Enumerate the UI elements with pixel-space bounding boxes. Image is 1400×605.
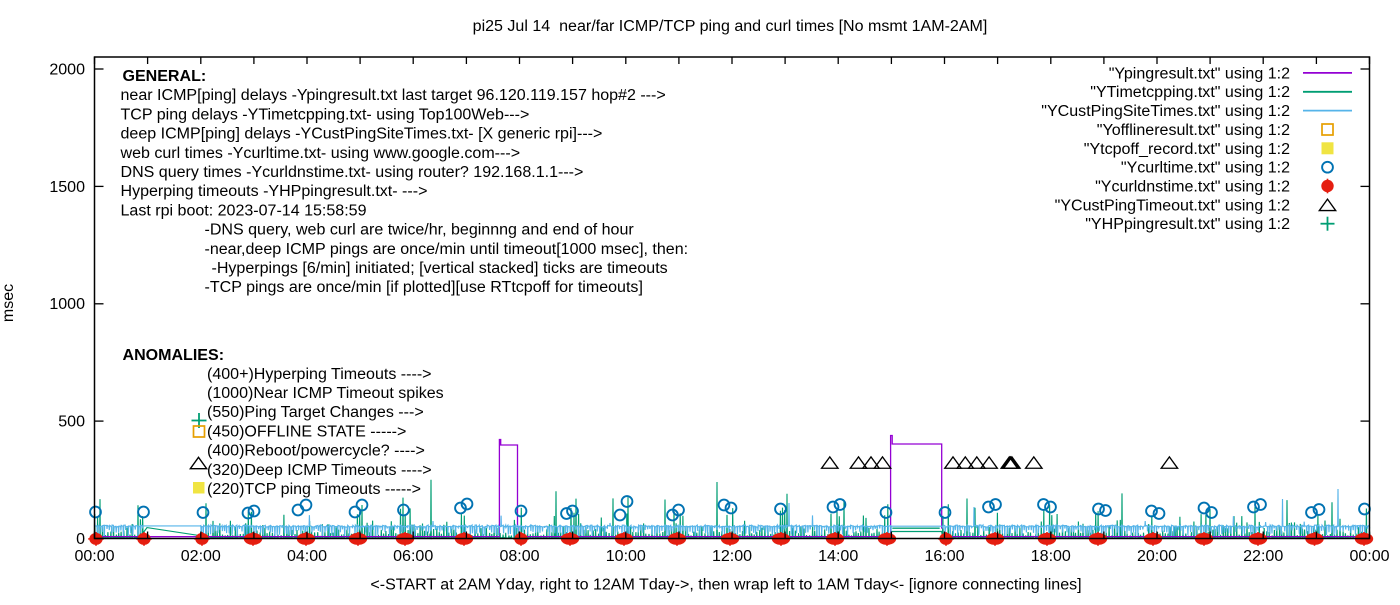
svg-text:msec: msec — [0, 284, 17, 322]
svg-text:10:00: 10:00 — [606, 547, 646, 565]
svg-text:-DNS query, web curl are twice: -DNS query, web curl are twice/hr, begin… — [205, 221, 635, 239]
svg-text:22:00: 22:00 — [1243, 547, 1283, 565]
svg-text:20:00: 20:00 — [1137, 547, 1177, 565]
svg-text:-near,deep ICMP pings are once: -near,deep ICMP pings are once/min until… — [205, 240, 689, 258]
svg-text:02:00: 02:00 — [181, 547, 221, 565]
svg-text:-Hyperpings [6/min] initiated;: -Hyperpings [6/min] initiated; [vertical… — [212, 259, 668, 277]
svg-text:04:00: 04:00 — [287, 547, 327, 565]
svg-text:"Ycurltime.txt" using 1:2: "Ycurltime.txt" using 1:2 — [1121, 159, 1290, 177]
svg-text:DNS query times -Ycurldnstime.: DNS query times -Ycurldnstime.txt- using… — [121, 163, 584, 181]
svg-text:(550)Ping Target Changes --->: (550)Ping Target Changes ---> — [207, 403, 424, 421]
svg-text:"Yofflineresult.txt" using 1:2: "Yofflineresult.txt" using 1:2 — [1097, 121, 1290, 139]
svg-text:(320)Deep ICMP Timeouts ---->: (320)Deep ICMP Timeouts ----> — [207, 461, 432, 479]
svg-text:(400)Reboot/powercycle? ---->: (400)Reboot/powercycle? ----> — [207, 442, 425, 460]
svg-text:deep ICMP[ping] delays -YCustP: deep ICMP[ping] delays -YCustPingSiteTim… — [121, 125, 603, 143]
svg-text:0: 0 — [76, 530, 85, 548]
svg-text:GENERAL:: GENERAL: — [123, 67, 207, 85]
svg-text:Hyperping timeouts -YHPpingres: Hyperping timeouts -YHPpingresult.txt- -… — [121, 182, 428, 200]
svg-text:(450)OFFLINE STATE ----->: (450)OFFLINE STATE -----> — [207, 422, 406, 440]
svg-text:ANOMALIES:: ANOMALIES: — [123, 346, 225, 364]
svg-text:(1000)Near ICMP Timeout spikes: (1000)Near ICMP Timeout spikes — [207, 384, 444, 402]
svg-text:500: 500 — [58, 413, 85, 431]
svg-text:Last rpi boot: 2023-07-14 15:5: Last rpi boot: 2023-07-14 15:58:59 — [121, 201, 367, 219]
svg-text:06:00: 06:00 — [393, 547, 433, 565]
svg-text:(400+)Hyperping Timeouts ---->: (400+)Hyperping Timeouts ----> — [207, 365, 432, 383]
svg-text:14:00: 14:00 — [818, 547, 858, 565]
svg-text:near ICMP[ping] delays -Ypingr: near ICMP[ping] delays -Ypingresult.txt … — [121, 86, 666, 104]
svg-text:<-START at 2AM Yday, right to: <-START at 2AM Yday, right to 12AM Tday-… — [370, 576, 1081, 594]
svg-text:"YHPpingresult.txt" using 1:2: "YHPpingresult.txt" using 1:2 — [1085, 215, 1290, 233]
svg-text:2000: 2000 — [49, 61, 85, 79]
svg-text:"Ypingresult.txt" using 1:2: "Ypingresult.txt" using 1:2 — [1109, 64, 1290, 82]
svg-text:00:00: 00:00 — [74, 547, 114, 565]
svg-text:12:00: 12:00 — [712, 547, 752, 565]
svg-text:"YTimetcpping.txt" using 1:2: "YTimetcpping.txt" using 1:2 — [1090, 83, 1290, 101]
svg-text:"Ycurldnstime.txt" using 1:2: "Ycurldnstime.txt" using 1:2 — [1095, 178, 1290, 196]
svg-text:-TCP pings are once/min [if pl: -TCP pings are once/min [if plotted][use… — [205, 278, 643, 296]
svg-text:00:00: 00:00 — [1349, 547, 1389, 565]
svg-text:1000: 1000 — [49, 295, 85, 313]
svg-text:"YCustPingTimeout.txt" using 1: "YCustPingTimeout.txt" using 1:2 — [1055, 196, 1290, 214]
svg-text:"YCustPingSiteTimes.txt" using: "YCustPingSiteTimes.txt" using 1:2 — [1041, 102, 1290, 120]
svg-text:"Ytcpoff_record.txt" using 1:2: "Ytcpoff_record.txt" using 1:2 — [1084, 140, 1290, 158]
svg-text:08:00: 08:00 — [499, 547, 539, 565]
svg-text:18:00: 18:00 — [1031, 547, 1071, 565]
svg-text:1500: 1500 — [49, 178, 85, 196]
svg-text:(220)TCP ping Timeouts ----->: (220)TCP ping Timeouts -----> — [207, 480, 421, 498]
svg-text:pi25 Jul 14 near/far ICMP/TCP: pi25 Jul 14 near/far ICMP/TCP ping and c… — [473, 17, 988, 35]
svg-text:web curl times -Ycurltime.txt-: web curl times -Ycurltime.txt- using www… — [120, 144, 521, 162]
svg-text:TCP ping delays -YTimetcpping.: TCP ping delays -YTimetcpping.txt- using… — [121, 105, 530, 123]
svg-text:16:00: 16:00 — [924, 547, 964, 565]
